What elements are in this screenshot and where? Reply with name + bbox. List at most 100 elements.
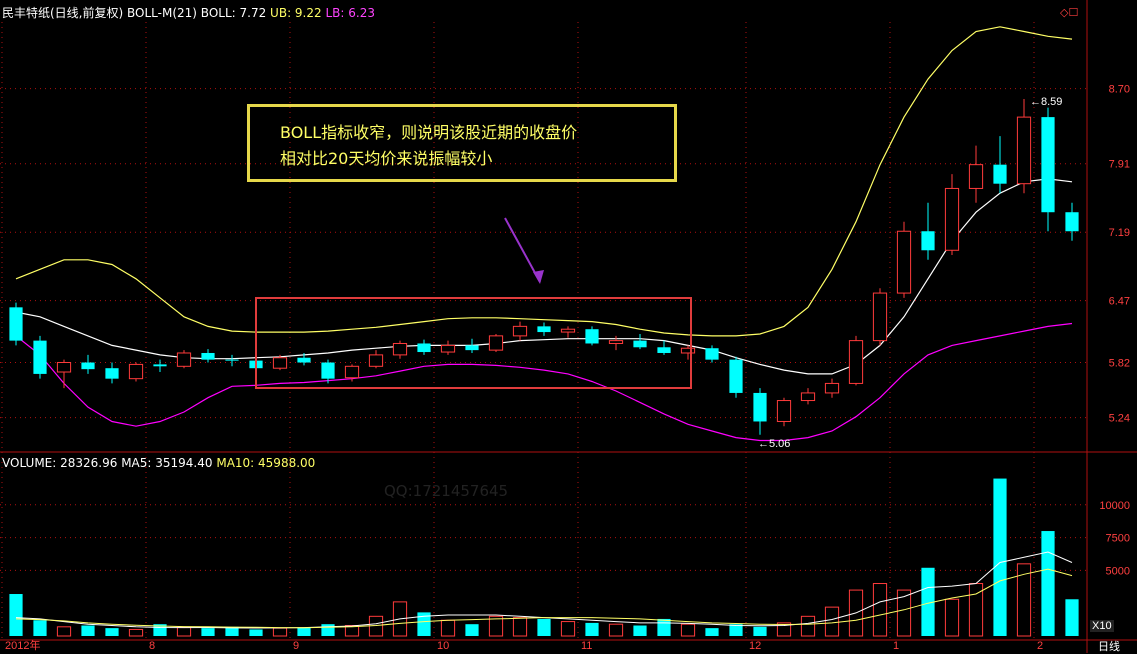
candle-body-up: [392, 342, 408, 356]
price-tick-label: 7.91: [1109, 159, 1130, 171]
volume-bar-down: [417, 612, 431, 636]
boll-line-ub: [15, 26, 1073, 337]
volume-bar-down: [201, 628, 215, 636]
volume-ma10-line: [15, 568, 1073, 629]
candle-body-up: [344, 365, 360, 379]
candlesticks: [9, 99, 1079, 435]
volume-bar-up: [776, 622, 792, 637]
candle-body-down: [993, 164, 1007, 184]
volume-bar-up: [488, 615, 504, 637]
volume-bar-down: [9, 594, 23, 636]
volume-bar-down: [81, 625, 95, 636]
volume-bar-up: [872, 583, 888, 637]
diamond-icon[interactable]: ◇: [1060, 6, 1069, 19]
candle-body-down: [585, 329, 599, 344]
boll-bands: [15, 26, 1073, 442]
boll-value: BOLL: 7.72: [200, 6, 267, 20]
volume-bar-down: [705, 628, 719, 636]
candle-body-down: [81, 362, 95, 370]
low-annotation: ←5.06: [758, 438, 790, 450]
candle-body-up: [488, 335, 504, 351]
candle-body-down: [9, 307, 23, 341]
callout-line-1: BOLL指标收窄，则说明该股近期的收盘价: [280, 123, 578, 142]
candle-body-down: [201, 352, 215, 360]
candle-body-up: [1016, 116, 1032, 185]
price-tick-label: 6.47: [1109, 296, 1130, 308]
volume-bar-down: [633, 625, 647, 636]
candle-body-up: [272, 357, 288, 369]
candle-body-up: [800, 392, 816, 402]
candle-body-down: [657, 347, 671, 353]
volume-value: VOLUME: 28326.96: [2, 456, 118, 470]
candle-body-down: [537, 326, 551, 333]
volume-bar-up: [800, 615, 816, 637]
watermark: QQ:1721457645: [384, 482, 509, 500]
candle-body-down: [753, 392, 767, 422]
price-tick-label: 5.24: [1109, 413, 1130, 425]
volume-bar-up: [680, 623, 696, 637]
window-icon[interactable]: ☐: [1068, 6, 1079, 19]
callout-line-2: 相对比20天均价来说振幅较小: [280, 149, 493, 168]
volume-bar-down: [225, 626, 239, 636]
volume-bar-down: [585, 622, 599, 636]
candle-body-up: [944, 187, 960, 251]
volume-bar-down: [753, 626, 767, 636]
volume-bar-up: [176, 626, 192, 637]
candle-body-up: [440, 344, 456, 353]
stock-name: 民丰特纸(日线,前复权): [2, 6, 124, 20]
volume-bar-up: [272, 627, 288, 637]
ma10-value: MA10: 45988.00: [216, 456, 316, 470]
candle-body-down: [1065, 212, 1079, 232]
candle-body-down: [153, 364, 167, 367]
candle-body-down: [297, 357, 311, 363]
candle-body-up: [824, 382, 840, 394]
x-tick-label: 1: [893, 640, 899, 652]
callout-box: BOLL指标收窄，则说明该股近期的收盘价 相对比20天均价来说振幅较小: [247, 104, 677, 182]
x-tick-label: 10: [437, 640, 449, 652]
volume-bar-down: [1065, 599, 1079, 636]
volume-tick-label: 10000: [1099, 500, 1130, 512]
x-tick-label: 9: [293, 640, 299, 652]
candle-body-up: [368, 354, 384, 367]
candle-body-down: [33, 340, 47, 374]
candle-body-up: [608, 340, 624, 344]
price-header: 民丰特纸(日线,前复权) BOLL-M(21) BOLL: 7.72 UB: 9…: [2, 6, 375, 20]
volume-tick-label: 5000: [1106, 565, 1130, 577]
callout-arrow: [504, 217, 541, 283]
candle-body-down: [633, 340, 647, 348]
candle-body-down: [225, 359, 239, 361]
volume-bar-up: [560, 621, 576, 637]
volume-bar-down: [729, 624, 743, 636]
volume-bar-down: [993, 478, 1007, 636]
high-annotation: ←8.59: [1030, 96, 1062, 108]
boll-line-boll: [15, 178, 1073, 375]
candle-body-down: [465, 345, 479, 351]
volume-bar-down: [321, 624, 335, 636]
candle-body-down: [1041, 117, 1055, 213]
price-tick-label: 7.19: [1109, 227, 1130, 239]
volume-bar-down: [297, 627, 311, 636]
highlight-box: [255, 297, 692, 389]
volume-bar-down: [105, 628, 119, 636]
candle-body-up: [56, 361, 72, 373]
candle-body-down: [417, 343, 431, 353]
candle-body-up: [680, 347, 696, 354]
price-tick-label: 5.82: [1109, 357, 1130, 369]
candle-body-up: [848, 340, 864, 384]
period-label[interactable]: 日线: [1098, 640, 1120, 653]
candle-body-up: [560, 328, 576, 333]
volume-bar-up: [512, 617, 528, 637]
volume-bar-down: [33, 620, 47, 636]
ma5-value: MA5: 35194.40: [121, 456, 213, 470]
candle-body-up: [968, 164, 984, 189]
volume-bar-down: [537, 618, 551, 636]
volume-bar-down: [657, 618, 671, 636]
volume-bar-up: [1016, 563, 1032, 637]
candle-body-up: [128, 363, 144, 380]
volume-bar-up: [440, 619, 456, 637]
window-controls[interactable]: ◇☐: [1060, 6, 1078, 19]
volume-bar-up: [896, 589, 912, 637]
volume-header: VOLUME: 28326.96 MA5: 35194.40 MA10: 459…: [2, 456, 315, 470]
candle-body-up: [776, 400, 792, 422]
